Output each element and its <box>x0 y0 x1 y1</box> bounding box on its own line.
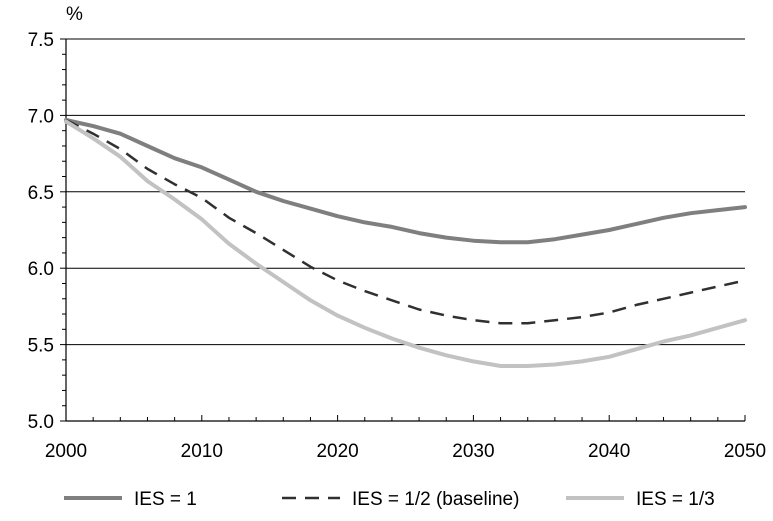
legend-label: IES = 1/3 <box>636 489 715 510</box>
y-tick-label: 7.0 <box>28 106 54 127</box>
series-line-3 <box>64 119 747 368</box>
tick-labels: 5.0 5.5 6.0 6.5 7.0 7.5 2000 2010 2020 2030 2040 20… <box>28 30 767 462</box>
x-tick-label: 2040 <box>588 441 630 462</box>
series-lines <box>64 118 747 368</box>
legend-label: IES = 1 <box>134 489 197 510</box>
y-tick-label: 5.5 <box>28 336 54 357</box>
axis-ticks <box>60 38 746 422</box>
axes <box>65 39 745 422</box>
y-tick-label: 5.0 <box>28 412 54 433</box>
y-tick-label: 7.5 <box>28 30 54 51</box>
x-tick-label: 2050 <box>724 441 766 462</box>
x-tick-label: 2000 <box>45 441 87 462</box>
x-tick-label: 2030 <box>452 441 494 462</box>
x-tick-label: 2020 <box>316 441 358 462</box>
gridlines <box>66 38 745 346</box>
legend-label: IES = 1/2 (baseline) <box>352 489 519 510</box>
y-axis-unit-label: % <box>66 4 83 25</box>
y-tick-label: 6.5 <box>28 183 54 204</box>
series-line-1 <box>64 118 747 245</box>
y-tick-label: 6.0 <box>28 259 54 280</box>
x-tick-label: 2010 <box>181 441 223 462</box>
legend: IES = 1 IES = 1/2 (baseline) IES = 1/3 <box>64 489 715 510</box>
